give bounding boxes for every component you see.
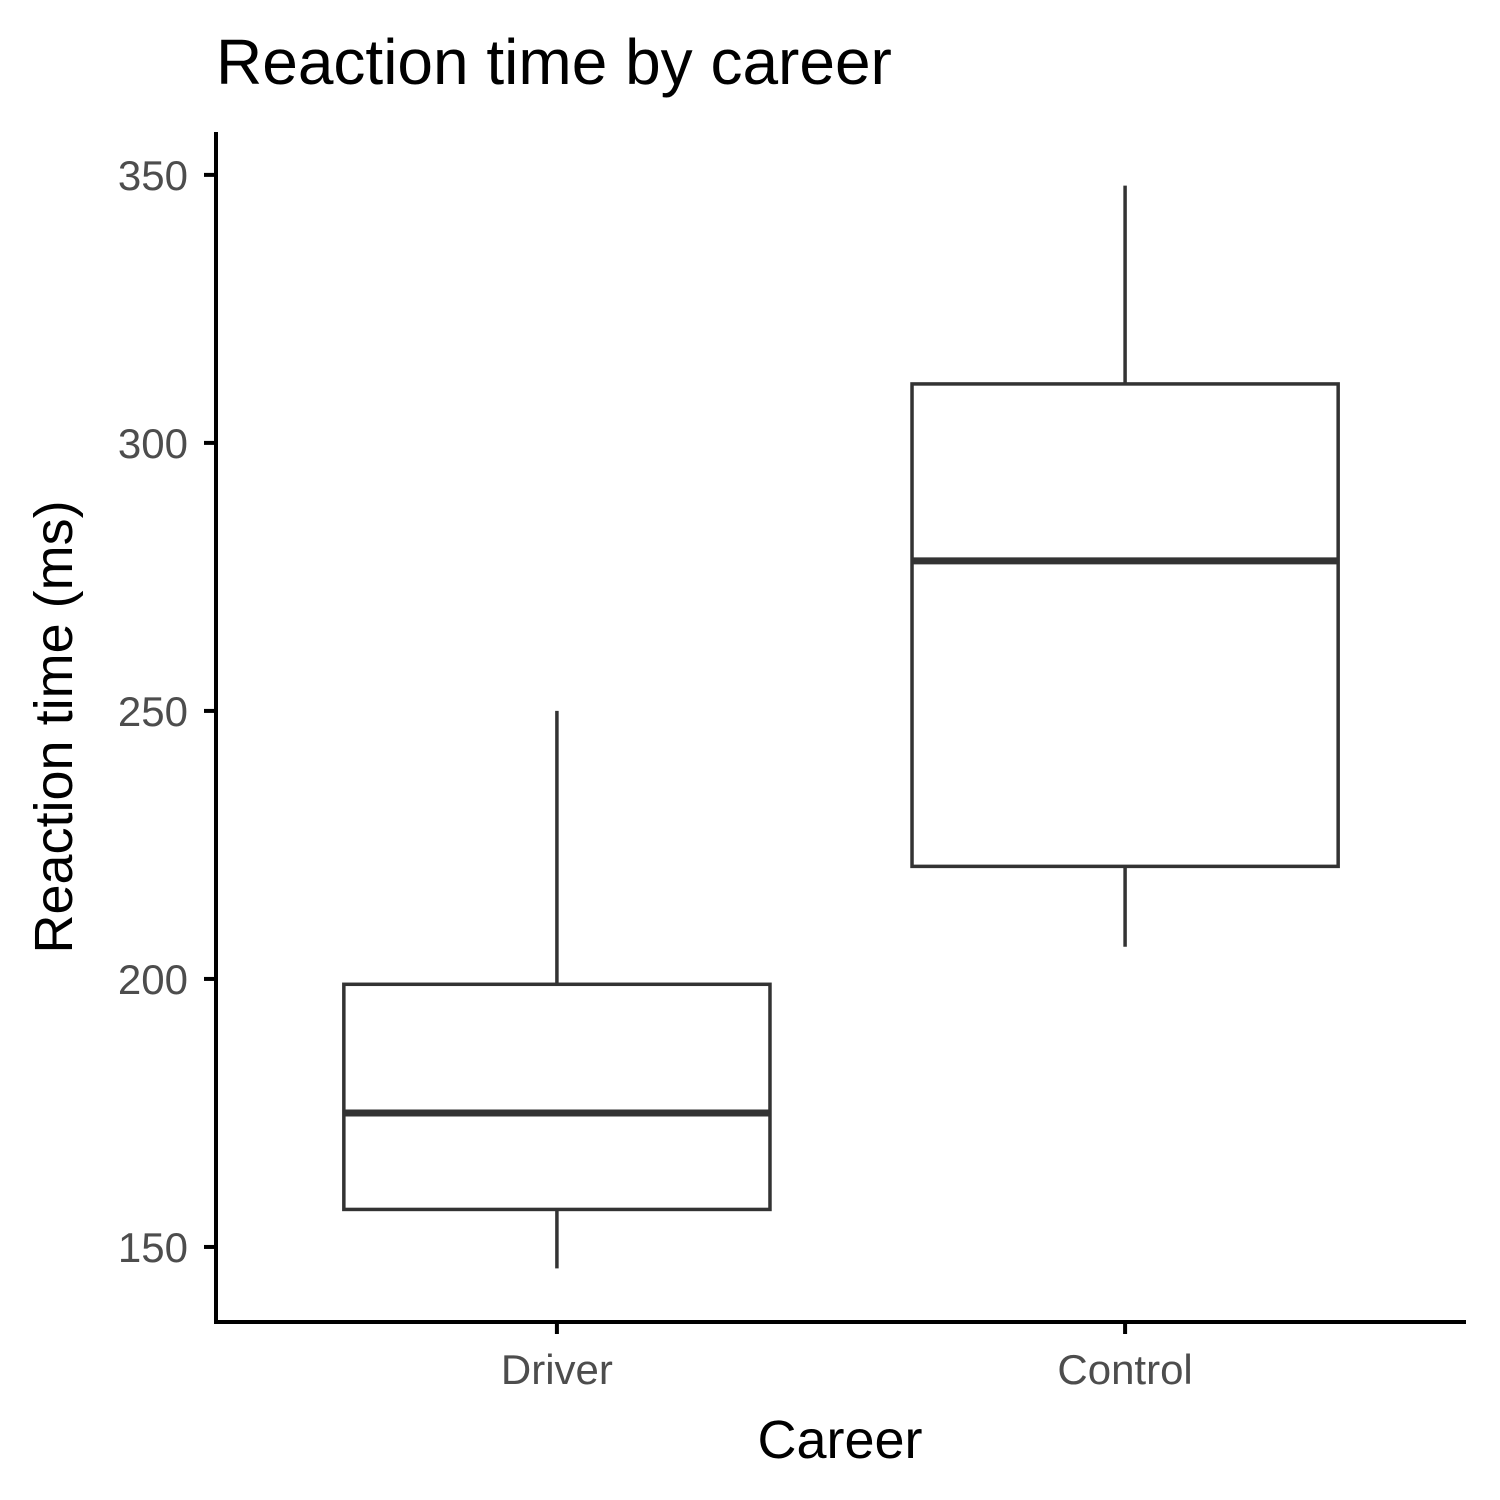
box-driver [342,710,772,1269]
plot-area [342,185,1340,1269]
x-tick-label: Control [1057,1346,1192,1393]
box-control [910,185,1340,947]
iqr-box [910,382,1340,869]
x-axis-ticks: Driver Control [501,1322,1193,1393]
chart-title: Reaction time by career [216,26,892,98]
y-axis-title: Reaction time (ms) [24,500,84,953]
y-axis-ticks: 150 200 250 300 350 [118,152,216,1271]
iqr-box [342,982,772,1212]
x-axis-title: Career [757,1410,922,1470]
y-tick-label: 250 [118,688,188,735]
y-tick-label: 150 [118,1224,188,1271]
y-tick-label: 200 [118,956,188,1003]
y-tick-label: 350 [118,152,188,199]
y-tick-label: 300 [118,420,188,467]
x-tick-label: Driver [501,1346,613,1393]
